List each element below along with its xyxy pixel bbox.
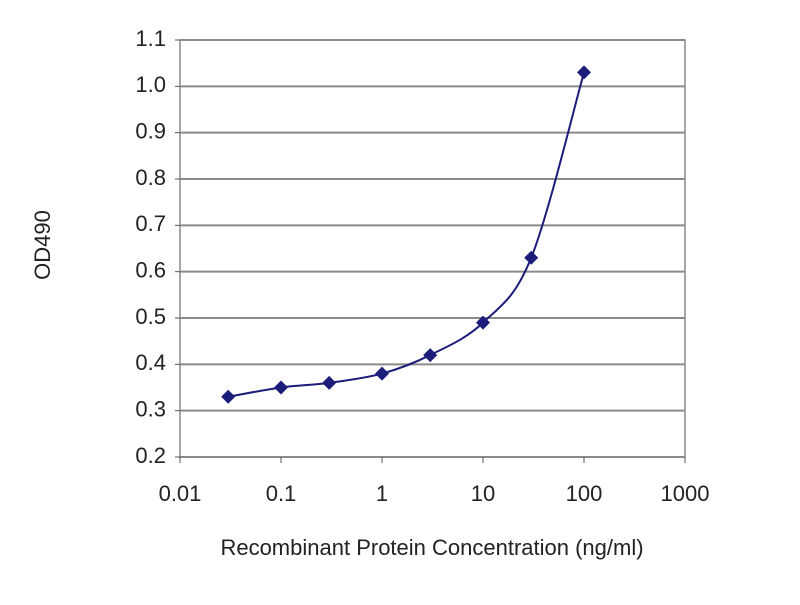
y-tick-label: 0.2 xyxy=(135,443,166,468)
data-point xyxy=(221,389,236,404)
y-axis-label: OD490 xyxy=(30,210,55,280)
data-point xyxy=(274,380,288,395)
data-point xyxy=(577,65,591,80)
x-tick-label: 10 xyxy=(471,481,495,506)
data-point xyxy=(322,375,337,390)
x-tick-label: 0.1 xyxy=(266,481,297,506)
y-tick-label: 0.8 xyxy=(135,165,166,190)
x-tick-label: 1000 xyxy=(661,481,710,506)
y-tick-label: 1.1 xyxy=(135,26,166,51)
x-axis-label: Recombinant Protein Concentration (ng/ml… xyxy=(220,535,643,560)
data-point xyxy=(375,366,389,381)
y-tick-label: 1.0 xyxy=(135,72,166,97)
y-tick-label: 0.7 xyxy=(135,211,166,236)
y-tick-label: 0.4 xyxy=(135,350,166,375)
x-tick-label: 100 xyxy=(566,481,603,506)
y-tick-label: 0.5 xyxy=(135,304,166,329)
x-tick-label: 1 xyxy=(376,481,388,506)
data-point xyxy=(476,315,490,330)
y-tick-label: 0.6 xyxy=(135,257,166,282)
plot-area xyxy=(179,39,686,458)
y-tick-label: 0.3 xyxy=(135,396,166,421)
data-point xyxy=(524,250,539,265)
data-point xyxy=(423,348,438,363)
x-tick-label: 0.01 xyxy=(159,481,202,506)
y-tick-label: 0.9 xyxy=(135,118,166,143)
